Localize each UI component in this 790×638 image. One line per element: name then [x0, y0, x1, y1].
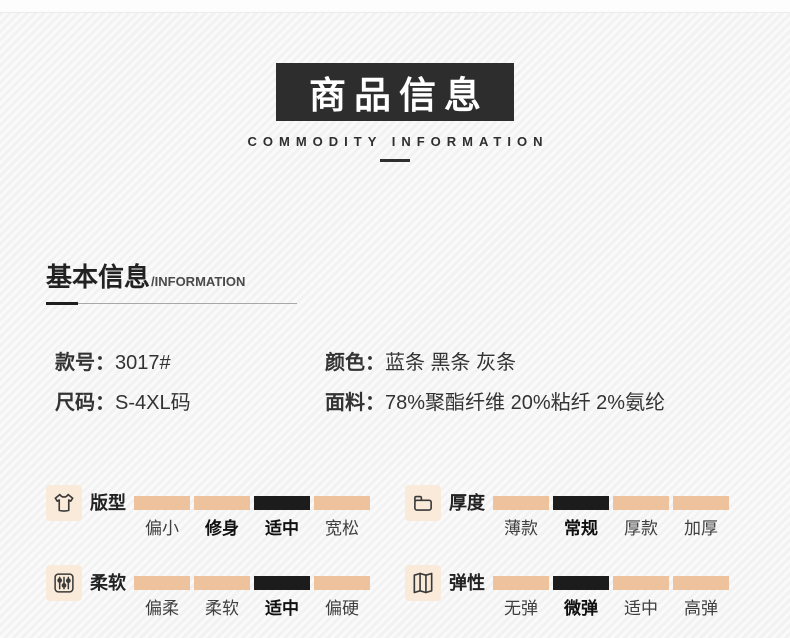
scale-bar [493, 496, 549, 510]
scale-bar [134, 496, 190, 510]
info-value: S-4XL码 [115, 392, 191, 414]
scale-bars [493, 496, 729, 510]
info-value: 蓝条 黑条 灰条 [385, 352, 517, 374]
basic-info-grid: 款号：3017# 颜色：蓝条 黑条 灰条 尺码：S-4XL码 面料：78%聚酯纤维 2… [55, 350, 790, 416]
scale-level-label: 无弹 [504, 599, 538, 618]
page-title: 商品信息 [309, 75, 489, 116]
scale-level-label: 厚款 [624, 519, 658, 538]
tshirt-icon [46, 485, 82, 521]
fabric-fold-icon [405, 565, 441, 601]
info-label: 尺码： [55, 392, 115, 414]
scale-level-label: 修身 [205, 519, 239, 538]
scale-bar [314, 496, 370, 510]
scale-labels: 薄款 常规 厚款 加厚 [493, 514, 729, 539]
info-label: 面料： [325, 392, 385, 414]
scale-bar [194, 576, 250, 590]
attr-scale: 偏柔 柔软 适中 偏硬 [134, 565, 370, 619]
scale-level-label: 偏硬 [325, 599, 359, 618]
scale-bar [134, 576, 190, 590]
page-subtitle: COMMODITY INFORMATION [247, 134, 549, 149]
clothes-stack-icon [405, 485, 441, 521]
elasticity-scale-row: 弹性 无弹 微弹 适中 高弹 [405, 565, 790, 619]
scale-level-label: 薄款 [504, 519, 538, 538]
softness-scale-row: 柔软 偏柔 柔软 适中 偏硬 [46, 565, 405, 619]
scale-level-label: 偏小 [145, 519, 179, 538]
scale-level-label: 偏柔 [145, 599, 179, 618]
scale-bar [673, 576, 729, 590]
header: 商品信息 COMMODITY INFORMATION [0, 63, 790, 162]
info-row: 面料：78%聚酯纤维 20%粘纤 2%氨纶 [325, 390, 790, 416]
scale-bars [493, 576, 729, 590]
scale-bar [314, 576, 370, 590]
scale-bar [613, 496, 669, 510]
scale-bar-active [553, 496, 609, 510]
scale-bar-active [254, 496, 310, 510]
scale-level-label: 适中 [624, 599, 658, 618]
info-label: 颜色： [325, 352, 385, 374]
scale-bar [613, 576, 669, 590]
scale-level-label: 柔软 [205, 599, 239, 618]
scale-bars [134, 496, 370, 510]
scale-bar [194, 496, 250, 510]
thickness-scale-row: 厚度 薄款 常规 厚款 加厚 [405, 485, 790, 539]
section-underline [46, 301, 297, 305]
scale-labels: 无弹 微弹 适中 高弹 [493, 594, 729, 619]
info-row: 颜色：蓝条 黑条 灰条 [325, 350, 790, 376]
scale-level-label: 加厚 [684, 519, 718, 538]
section-title-row: 基本信息 /INFORMATION [46, 262, 297, 297]
attr-scale: 薄款 常规 厚款 加厚 [493, 485, 729, 539]
scale-level-label: 宽松 [325, 519, 359, 538]
sliders-icon [46, 565, 82, 601]
section-head: 基本信息 /INFORMATION [46, 262, 297, 305]
info-label: 款号： [55, 352, 115, 374]
scale-bar [673, 496, 729, 510]
info-value: 3017# [115, 352, 171, 374]
scale-bars [134, 576, 370, 590]
scale-bar-active [553, 576, 609, 590]
title-box: 商品信息 [276, 63, 514, 121]
attr-name: 弹性 [449, 573, 485, 593]
attr-scale: 无弹 微弹 适中 高弹 [493, 565, 729, 619]
top-strip [0, 0, 790, 13]
scale-level-label: 适中 [265, 519, 299, 538]
attr-name: 版型 [90, 493, 126, 513]
attribute-scales: 版型 偏小 修身 适中 宽松 厚度 薄款 常规 厚款 加厚 柔软 偏柔 柔软 适中 偏硬 弹性 无弹 微弹 适中 高弹 [46, 485, 790, 619]
attr-scale: 偏小 修身 适中 宽松 [134, 485, 370, 539]
attr-name: 柔软 [90, 573, 126, 593]
header-dash [380, 159, 410, 162]
scale-labels: 偏小 修身 适中 宽松 [134, 514, 370, 539]
section-title: 基本信息 [46, 262, 151, 292]
info-row: 款号：3017# [55, 350, 325, 376]
section-underline-accent [46, 302, 78, 305]
section-title-suffix: /INFORMATION [151, 274, 246, 289]
scale-level-label: 微弹 [564, 599, 598, 618]
scale-labels: 偏柔 柔软 适中 偏硬 [134, 594, 370, 619]
attr-name: 厚度 [449, 493, 485, 513]
fit-scale-row: 版型 偏小 修身 适中 宽松 [46, 485, 405, 539]
scale-bar-active [254, 576, 310, 590]
scale-level-label: 适中 [265, 599, 299, 618]
scale-level-label: 高弹 [684, 599, 718, 618]
scale-bar [493, 576, 549, 590]
info-row: 尺码：S-4XL码 [55, 390, 325, 416]
info-value: 78%聚酯纤维 20%粘纤 2%氨纶 [385, 392, 666, 414]
scale-level-label: 常规 [564, 519, 598, 538]
